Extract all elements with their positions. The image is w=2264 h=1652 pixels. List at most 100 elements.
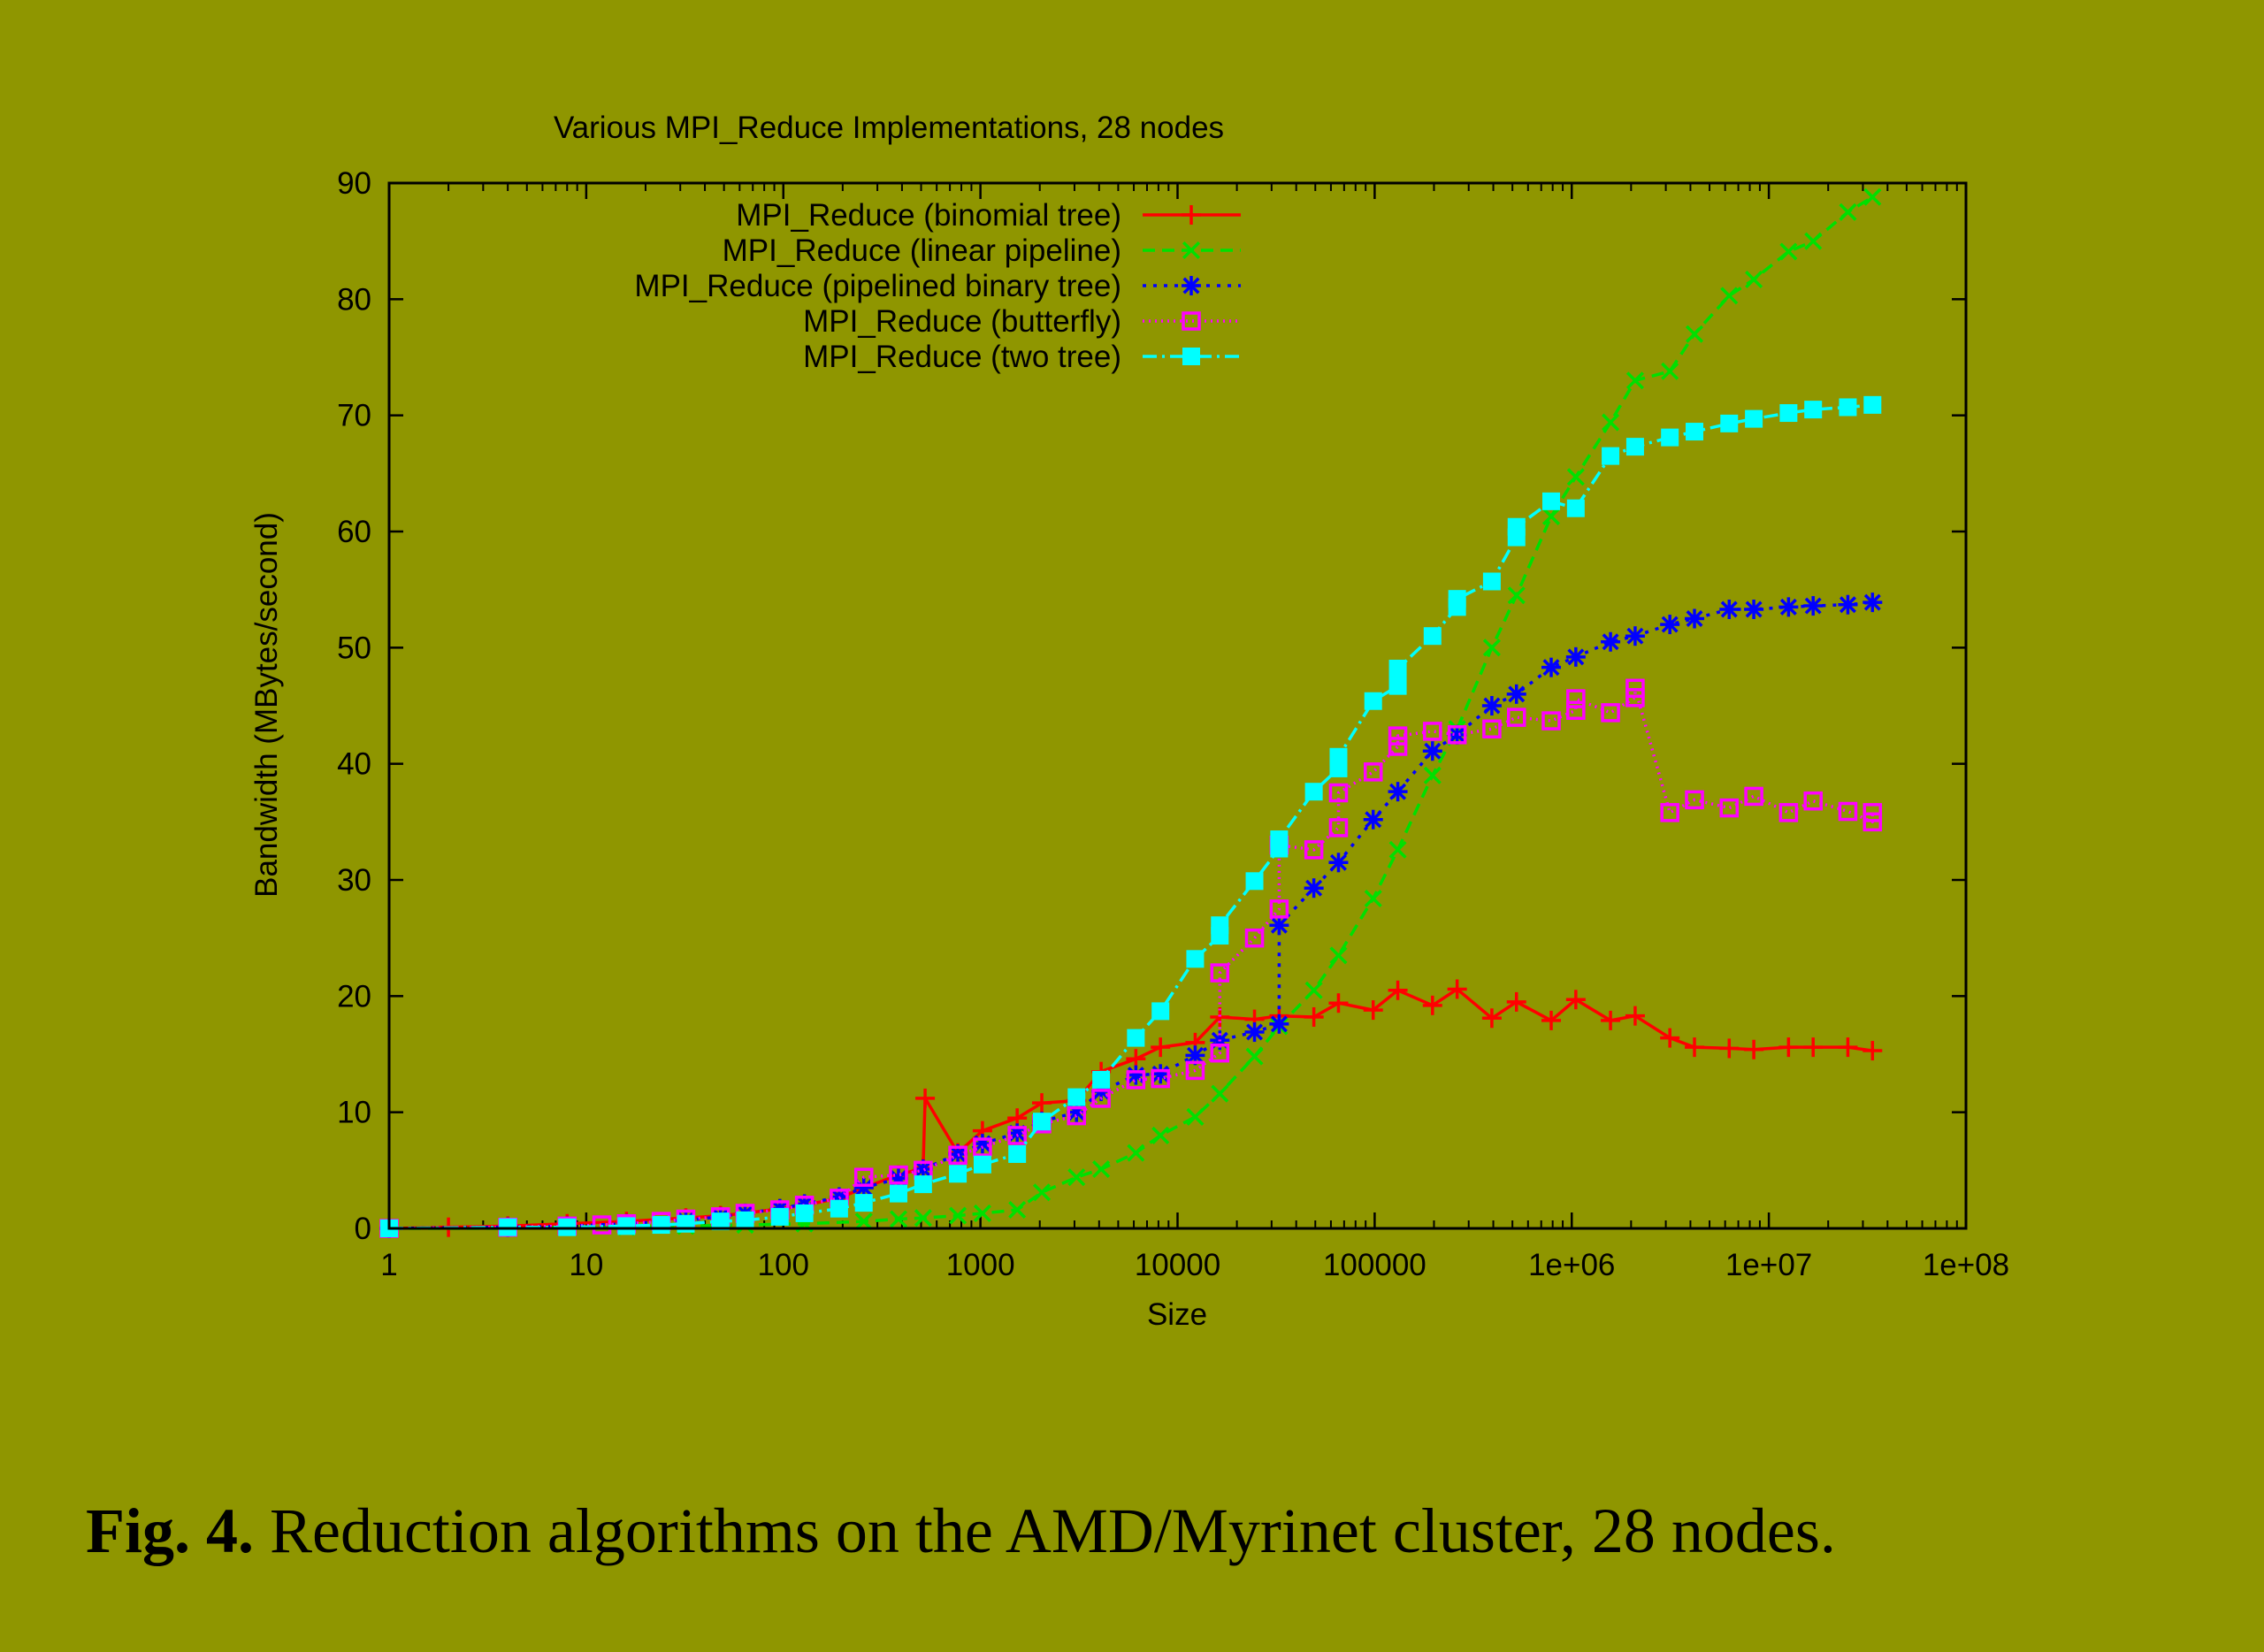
y-tick-label: 90 [337,166,371,201]
data-point [1685,1037,1705,1058]
data-point [1245,872,1264,891]
data-point [1803,1037,1824,1058]
data-point [889,1184,907,1203]
data-point [1032,1183,1052,1202]
y-tick-label: 40 [337,747,371,782]
data-point [1447,979,1467,999]
data-point [1007,1126,1027,1145]
data-point [1304,783,1323,801]
data-point [1363,809,1383,830]
data-point [1304,981,1323,999]
data-point [1744,1039,1764,1059]
data-point [1507,517,1526,536]
legend-marker [1182,205,1201,225]
data-point [1127,1143,1145,1162]
data-point [1186,1107,1205,1126]
plot-frame [387,181,1968,1230]
data-point [915,1088,936,1108]
y-tick-label: 0 [355,1212,371,1246]
data-point [1481,1008,1502,1029]
data-point [1304,878,1324,899]
data-point [1506,707,1526,727]
data-point [1601,1010,1621,1030]
data-point [948,1145,968,1166]
data-point [1839,398,1857,417]
legend-label: MPI_Reduce (linear pipeline) [723,233,1121,268]
y-tick-label: 10 [337,1096,371,1130]
data-point [1863,395,1882,414]
data-point [1803,596,1824,616]
data-point [1719,599,1740,619]
legend-item: MPI_Reduce (binomial tree) [736,198,1241,233]
data-point [1838,594,1858,615]
data-point [1126,1049,1146,1069]
data-point [1388,980,1408,1000]
data-point [652,1216,670,1235]
data-point [1660,615,1680,635]
legend-item: MPI_Reduce (linear pipeline) [723,233,1241,268]
series-layer [379,187,1883,1238]
data-point [1244,928,1265,948]
data-point [711,1212,730,1231]
data-point [1448,590,1466,608]
data-point [1686,423,1704,441]
data-point [770,1207,789,1226]
data-point [889,1210,908,1228]
legend-item: MPI_Reduce (two tree) [803,340,1241,374]
data-point [1685,325,1704,343]
data-point [1269,1013,1289,1034]
data-point [1067,1088,1086,1106]
data-point [1388,659,1407,677]
data-point [1779,404,1798,423]
data-point [1067,1105,1087,1126]
data-point [973,1155,991,1174]
data-point [1388,677,1407,695]
series-line [388,987,1873,1230]
data-point [1804,232,1823,250]
data-point [889,1165,908,1185]
data-point [1862,1041,1883,1061]
data-point [1602,447,1620,465]
chart-title: Various MPI_Reduce Implementations, 28 n… [554,111,1224,145]
y-tick-label: 70 [337,399,371,433]
data-point [1838,801,1858,822]
data-point [914,1209,932,1228]
data-point [1363,762,1383,782]
x-tick-label: 1e+07 [1725,1248,1812,1282]
data-point [1601,703,1620,723]
data-point [1328,853,1349,873]
data-point [1151,1068,1170,1089]
data-point [949,1206,968,1225]
data-point [1092,1070,1111,1089]
data-point [1151,1002,1170,1021]
legend-marker [1182,276,1201,295]
data-point [1210,1043,1230,1063]
series-1 [379,979,1883,1238]
data-point [1304,1006,1324,1027]
data-point [1541,711,1561,730]
data-point [1661,362,1679,380]
data-point [1744,599,1764,619]
y-tick-label: 80 [337,282,371,317]
data-point [1566,468,1585,486]
data-point [1720,414,1739,432]
data-point [1447,725,1467,745]
data-point [1388,737,1408,756]
data-point [1211,916,1229,935]
series-line [388,403,1873,1230]
data-point [1625,678,1645,699]
data-point [1565,646,1586,667]
y-tick-label: 30 [337,863,371,898]
data-point [1685,608,1705,629]
data-point [1185,1060,1205,1081]
data-point [1329,747,1348,766]
data-point [1481,696,1502,715]
data-point [1388,726,1408,746]
data-point [1862,803,1883,822]
data-point [1244,1022,1265,1043]
legend-marker [1182,348,1200,365]
data-point [914,1175,932,1194]
data-point [1211,1084,1229,1103]
y-tick-label: 50 [337,631,371,665]
data-point [854,1194,873,1212]
